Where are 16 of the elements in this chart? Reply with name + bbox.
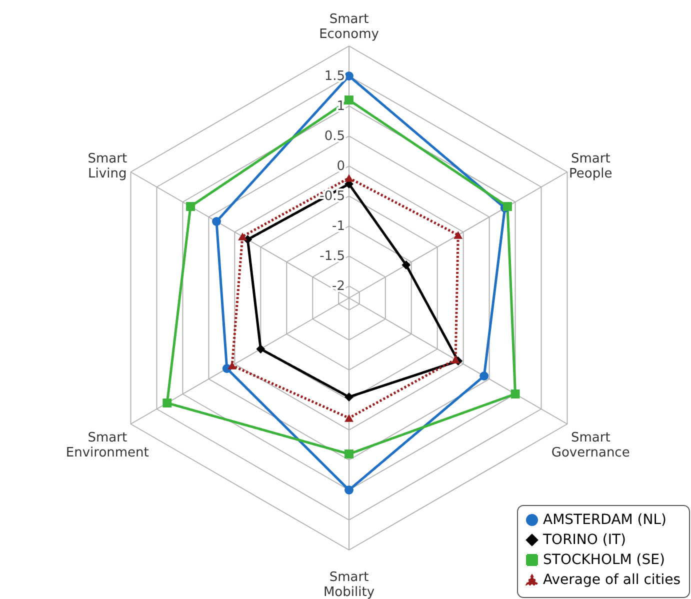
legend-label: TORINO (IT) [542,532,626,548]
spoke-label: Smart Governance [551,430,630,460]
y-tick-label: 0 [336,159,345,174]
legend-label: AMSTERDAM (NL) [543,512,667,528]
y-tick-label: -1 [332,219,345,234]
spoke-label: Smart Economy [319,12,380,42]
spoke-label: Smart Living [88,152,128,182]
y-tick-label: 0.5 [324,129,345,144]
y-tick-label: 1.5 [324,69,345,84]
y-tick-label: -2 [332,279,345,294]
legend-label: STOCKHOLM (SE) [543,552,665,568]
spoke-label: Smart Environment [66,430,149,460]
legend-label: Average of all cities [543,572,681,588]
spoke-label: Smart Mobility [323,570,375,599]
y-tick-label: -1.5 [320,249,345,264]
spoke-label: Smart People [569,152,612,182]
